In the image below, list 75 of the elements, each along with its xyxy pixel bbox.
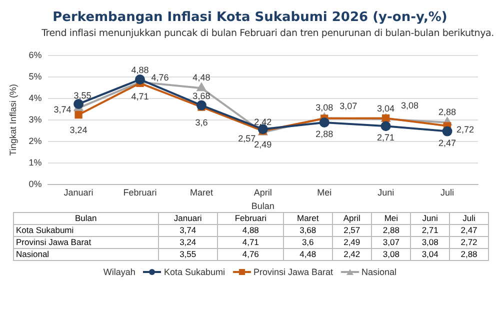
data-label: 4,76: [151, 72, 169, 83]
x-tick-label: April: [254, 187, 272, 198]
x-tick-label: Mei: [317, 187, 332, 198]
y-tick-label: 1%: [28, 157, 42, 168]
data-label: 4,48: [192, 72, 210, 83]
data-label: 3,68: [192, 90, 210, 101]
data-label: 2,88: [438, 106, 456, 117]
text: 2,49: [344, 237, 360, 247]
x-axis-title: Bulan: [251, 201, 274, 212]
data-label: 2,88: [316, 128, 334, 139]
text: 2,72: [460, 237, 478, 247]
data-label: 2,49: [254, 139, 272, 150]
data-label: 4,71: [131, 92, 149, 102]
y-tick-label: 6%: [28, 50, 42, 60]
data-label: 3,07: [340, 100, 358, 111]
text: 4,88: [242, 225, 259, 235]
text: 3,24: [180, 237, 196, 247]
legend-label: Nasional: [360, 266, 397, 278]
category-label: Februari: [234, 213, 266, 223]
text: 3,74: [180, 225, 196, 235]
data-label: 2,71: [377, 132, 395, 143]
data-label: 3,55: [74, 90, 92, 101]
y-axis-title: Tingkat Inflasi (%): [8, 84, 18, 156]
legend-label: Provinsi Jawa Barat: [252, 266, 334, 278]
text: Provinsi Jawa Barat: [16, 237, 92, 247]
text: 2,88: [460, 249, 478, 259]
category-label: Mei: [384, 213, 398, 223]
data-label: 3,24: [70, 125, 88, 136]
x-tick-label: Juli: [440, 187, 454, 198]
text: 4,48: [300, 249, 316, 259]
legend-title: Wilayah: [103, 266, 136, 278]
text: 3,08: [422, 237, 438, 247]
data-label: 2,57: [238, 134, 256, 144]
x-tick-label: Februari: [123, 187, 157, 198]
data-label: 2,42: [254, 116, 272, 127]
text: 2,57: [344, 225, 360, 235]
data-label: 2,72: [456, 124, 474, 134]
y-tick-label: 0%: [28, 178, 42, 189]
data-label: 4,88: [131, 64, 149, 75]
x-tick-label: Maret: [190, 187, 214, 198]
text: 3,07: [382, 237, 400, 247]
y-tick-label: 4%: [28, 92, 42, 103]
text: 2,47: [460, 225, 478, 235]
chart-subtitle: Trend inflasi menunjukkan puncak di bulan Februari dan tren penurunan di bulan-bulan berikutnya.: [40, 28, 495, 41]
category-label: Juni: [422, 213, 438, 223]
text: 2,71: [422, 225, 438, 235]
text: 3,08: [382, 249, 400, 259]
text: 3,55: [180, 249, 196, 259]
text: Kota Sukabumi: [16, 225, 74, 235]
text: 4,76: [242, 249, 259, 259]
category-label: April: [343, 213, 360, 223]
legend-label: Kota Sukabumi: [162, 266, 225, 278]
chart-title: Perkembangan Inflasi Kota Sukabumi 2026 (y-on-y,%): [52, 10, 448, 27]
text: 3,68: [300, 225, 316, 235]
data-label: 3,08: [316, 102, 334, 113]
text: Bulan: [74, 213, 97, 223]
text: 2,88: [382, 225, 400, 235]
y-tick-label: 3%: [28, 114, 42, 124]
text: 3,6: [302, 237, 314, 247]
x-tick-label: Januari: [64, 187, 94, 198]
y-tick-label: 2%: [28, 136, 42, 146]
category-label: Januari: [174, 213, 202, 223]
data-label: 3,74: [54, 104, 72, 114]
data-label: 3,6: [195, 117, 208, 128]
text: Nasional: [16, 249, 50, 259]
text: 3,04: [422, 249, 438, 259]
text: 2,42: [344, 249, 360, 259]
text: 4,71: [242, 237, 259, 247]
category-label: Maret: [297, 213, 319, 223]
x-tick-label: Juni: [378, 187, 394, 198]
data-label: 3,04: [377, 104, 395, 114]
y-tick-label: 5%: [28, 71, 42, 82]
category-label: Juli: [462, 213, 476, 223]
data-label: 3,08: [401, 100, 419, 111]
data-label: 2,47: [438, 138, 456, 148]
